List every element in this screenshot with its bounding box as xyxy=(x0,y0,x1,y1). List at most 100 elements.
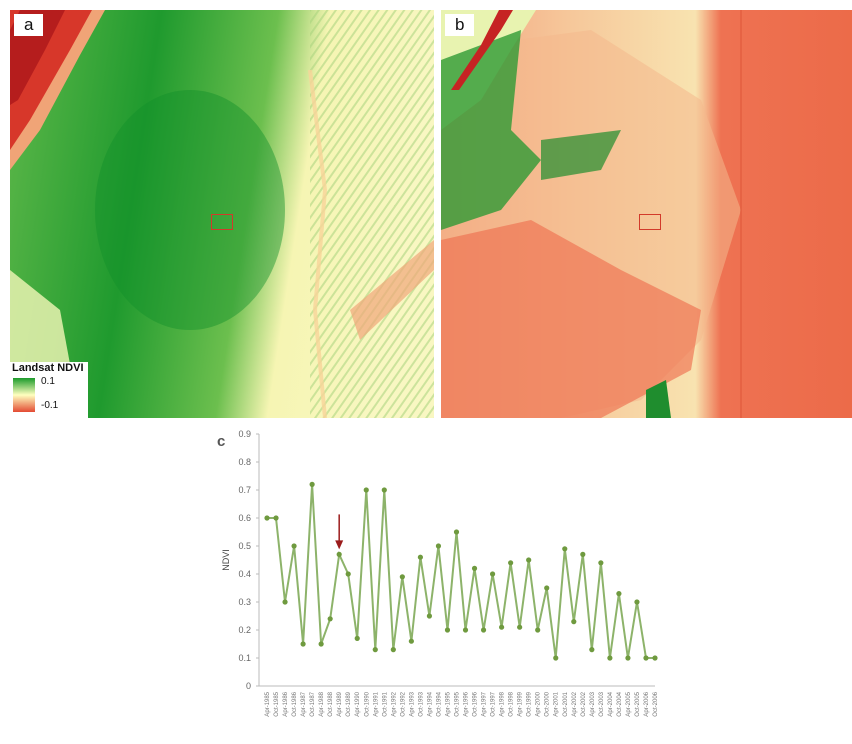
data-point xyxy=(309,481,315,487)
x-tick-label: Oct-1994 xyxy=(436,691,442,716)
x-tick-label: Oct-2001 xyxy=(563,691,569,716)
series-line xyxy=(267,484,655,659)
x-tick-label: Oct-1986 xyxy=(292,691,298,716)
data-point xyxy=(372,647,378,653)
x-tick-label: Apr-1994 xyxy=(427,691,433,716)
data-point xyxy=(408,638,414,644)
x-tick-label: Apr-1986 xyxy=(283,691,289,716)
x-tick-label: Oct-2000 xyxy=(545,691,551,716)
x-tick-label: Oct-2006 xyxy=(653,691,659,716)
y-tick-label: 0.2 xyxy=(238,625,251,635)
data-point xyxy=(625,655,631,661)
data-point xyxy=(508,560,514,566)
roi-box-b xyxy=(639,214,661,230)
y-tick-label: 0.6 xyxy=(238,513,251,523)
x-tick-label: Apr-1997 xyxy=(482,691,488,716)
y-axis: 0 0.1 0.2 0.3 0.4 0.5 0.6 0.7 0.8 0.9 xyxy=(238,429,260,691)
data-point xyxy=(345,571,351,577)
x-tick-label: Apr-2000 xyxy=(536,691,542,716)
data-point xyxy=(544,585,550,591)
ndvi-map-b: b xyxy=(441,10,852,418)
x-tick-label: Apr-1989 xyxy=(337,691,343,716)
x-tick-label: Oct-1993 xyxy=(418,691,424,716)
y-tick-label: 0.9 xyxy=(238,429,251,439)
panel-c-label: c xyxy=(217,433,225,450)
data-point xyxy=(327,616,333,622)
y-tick-label: 0.8 xyxy=(238,457,251,467)
x-tick-label: Apr-1998 xyxy=(500,691,506,716)
data-point xyxy=(535,627,541,633)
ndvi-time-series-chart: c 0 0.1 0.2 0.3 0.4 0.5 0.6 0.7 0.8 0.9 Apr-1985 O… xyxy=(207,424,667,740)
legend-high-label: 0.1 xyxy=(41,376,55,387)
data-point xyxy=(562,546,568,552)
chart-svg: c 00.10.20.30.40.50.60.70.80.9 Apr-1985 O… xyxy=(207,424,667,740)
y-tick-label: 0.7 xyxy=(238,485,251,495)
x-tick-label: Oct-1992 xyxy=(400,691,406,716)
data-point xyxy=(553,655,559,661)
data-point xyxy=(652,655,658,661)
x-tick-label: Apr-1995 xyxy=(445,691,451,716)
arrow-head xyxy=(335,540,344,550)
data-point xyxy=(273,515,279,521)
y-tick-label: 0 xyxy=(246,681,251,691)
data-point xyxy=(598,560,604,566)
x-tick-label: Oct-1995 xyxy=(454,691,460,716)
data-point xyxy=(381,487,387,493)
ndvi-map-a: a Landsat NDVI 0.1 -0.1 xyxy=(10,10,434,418)
x-tick-label: Apr-2001 xyxy=(554,691,560,716)
x-tick-label: Apr-2004 xyxy=(608,691,614,716)
data-point xyxy=(264,515,270,521)
data-point xyxy=(282,599,288,605)
x-tick-label: Apr-1990 xyxy=(355,691,361,716)
x-tick-label: Oct-1990 xyxy=(364,691,370,716)
data-point xyxy=(480,627,487,633)
data-point xyxy=(589,647,595,653)
x-tick-label: Apr-2002 xyxy=(572,691,578,716)
data-point xyxy=(363,487,369,493)
data-point xyxy=(435,543,442,549)
data-point xyxy=(634,599,640,605)
x-tick-label: Apr-2006 xyxy=(644,691,650,716)
x-tick-label: Apr-1985 xyxy=(265,691,271,716)
x-tick-label: Oct-1988 xyxy=(328,691,334,716)
data-point xyxy=(390,647,396,653)
x-tick-label: Apr-1999 xyxy=(518,691,524,716)
x-tick-label: Apr-1987 xyxy=(301,691,307,716)
x-tick-label: Oct-1987 xyxy=(310,691,316,716)
x-tick-label: Oct-1997 xyxy=(491,691,497,716)
data-point xyxy=(499,624,505,630)
x-tick-label: Oct-1996 xyxy=(473,691,479,716)
x-tick-label: Oct-1989 xyxy=(346,691,352,716)
data-point xyxy=(426,613,433,619)
data-point xyxy=(318,641,324,647)
x-tick-label: Oct-2002 xyxy=(581,691,587,716)
data-point xyxy=(607,655,613,661)
arrow-annotation xyxy=(335,514,344,550)
x-tick-label: Oct-2005 xyxy=(635,691,641,716)
x-tick-label: Oct-1999 xyxy=(527,691,533,716)
panel-a-label: a xyxy=(14,14,44,36)
ndvi-legend: Landsat NDVI 0.1 -0.1 xyxy=(10,362,88,418)
data-point xyxy=(336,551,342,557)
series-ndvi xyxy=(264,481,658,661)
x-tick-label: Apr-2005 xyxy=(626,691,632,716)
x-tick-label: Oct-2004 xyxy=(617,691,623,716)
legend-colorbar xyxy=(13,378,35,412)
x-axis: Apr-1985 Oct-1985 Apr-1986 Oct-1986 Apr-1987… xyxy=(259,685,659,717)
x-tick-label: Apr-1992 xyxy=(391,691,397,716)
x-tick-label: Oct-1998 xyxy=(509,691,515,716)
data-point xyxy=(300,641,306,647)
y-tick-label: 0.3 xyxy=(238,597,251,607)
y-tick-label: 0.5 xyxy=(238,541,251,551)
x-tick-label: Apr-1991 xyxy=(373,691,379,716)
x-tick-label: Apr-1988 xyxy=(319,691,325,716)
data-point xyxy=(571,619,577,625)
panel-b-label: b xyxy=(445,14,475,36)
y-axis-label: NDVI xyxy=(221,549,231,571)
data-point xyxy=(616,591,622,597)
data-point xyxy=(444,627,451,633)
legend-title: Landsat NDVI xyxy=(12,362,84,374)
roi-box-a xyxy=(211,214,233,230)
data-point xyxy=(417,554,423,560)
legend-low-label: -0.1 xyxy=(41,400,59,411)
